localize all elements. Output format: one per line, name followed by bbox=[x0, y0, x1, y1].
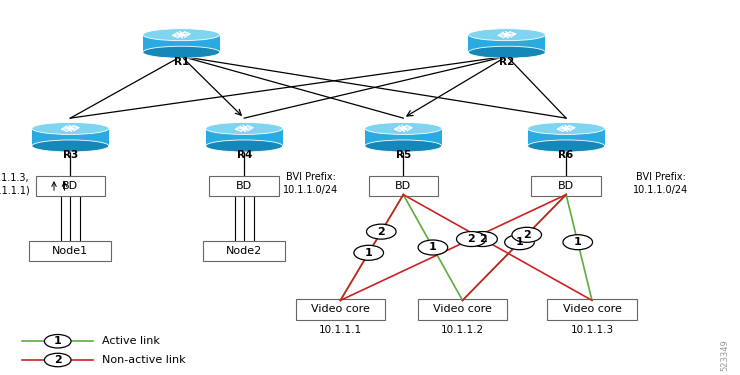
Text: BD: BD bbox=[236, 181, 252, 190]
Text: R4: R4 bbox=[237, 150, 252, 160]
Text: 10.1.1.3: 10.1.1.3 bbox=[571, 325, 613, 335]
FancyBboxPatch shape bbox=[143, 35, 220, 52]
FancyBboxPatch shape bbox=[36, 176, 105, 196]
Circle shape bbox=[44, 334, 71, 348]
Text: Node2: Node2 bbox=[226, 246, 262, 256]
Text: Video core: Video core bbox=[562, 304, 622, 314]
FancyBboxPatch shape bbox=[296, 299, 386, 320]
Text: 2: 2 bbox=[523, 230, 531, 240]
Text: 1: 1 bbox=[516, 237, 523, 247]
Text: Node1: Node1 bbox=[53, 246, 88, 256]
Text: 2: 2 bbox=[377, 226, 385, 237]
Circle shape bbox=[505, 235, 534, 250]
Text: R3: R3 bbox=[63, 150, 78, 160]
Circle shape bbox=[418, 240, 448, 255]
Text: Video core: Video core bbox=[433, 304, 492, 314]
FancyBboxPatch shape bbox=[32, 128, 109, 146]
FancyBboxPatch shape bbox=[203, 241, 286, 261]
FancyBboxPatch shape bbox=[365, 128, 442, 146]
Circle shape bbox=[366, 224, 396, 239]
Text: R1: R1 bbox=[174, 57, 189, 67]
Text: Non-active link: Non-active link bbox=[102, 355, 186, 365]
Circle shape bbox=[354, 245, 383, 260]
Ellipse shape bbox=[206, 122, 283, 135]
Text: BVI Prefix:
10.1.1.0/24: BVI Prefix: 10.1.1.0/24 bbox=[633, 172, 688, 195]
Text: 10.1.1.2: 10.1.1.2 bbox=[441, 325, 484, 335]
Ellipse shape bbox=[468, 29, 545, 41]
Ellipse shape bbox=[528, 140, 605, 152]
Text: 1: 1 bbox=[54, 336, 61, 346]
Text: R6: R6 bbox=[559, 150, 574, 160]
Text: 1: 1 bbox=[365, 248, 372, 258]
FancyBboxPatch shape bbox=[528, 128, 605, 146]
Text: BD: BD bbox=[62, 181, 78, 190]
Text: 523349: 523349 bbox=[720, 339, 729, 371]
FancyBboxPatch shape bbox=[209, 176, 279, 196]
Ellipse shape bbox=[143, 46, 220, 58]
Ellipse shape bbox=[468, 46, 545, 58]
Text: R5: R5 bbox=[396, 150, 411, 160]
Ellipse shape bbox=[365, 140, 442, 152]
Ellipse shape bbox=[143, 29, 220, 41]
Ellipse shape bbox=[32, 122, 109, 135]
Circle shape bbox=[457, 231, 486, 246]
FancyBboxPatch shape bbox=[468, 35, 545, 52]
Text: 10.1.1.1: 10.1.1.1 bbox=[319, 325, 362, 335]
Text: Active link: Active link bbox=[102, 336, 160, 346]
Circle shape bbox=[512, 227, 542, 242]
FancyBboxPatch shape bbox=[30, 241, 111, 261]
Text: (10.1.1.3,
232.1.1.1): (10.1.1.3, 232.1.1.1) bbox=[0, 172, 30, 195]
FancyBboxPatch shape bbox=[206, 128, 283, 146]
Ellipse shape bbox=[206, 140, 283, 152]
Text: R2: R2 bbox=[500, 57, 514, 67]
Ellipse shape bbox=[365, 122, 442, 135]
FancyBboxPatch shape bbox=[417, 299, 508, 320]
FancyBboxPatch shape bbox=[548, 299, 636, 320]
Circle shape bbox=[468, 231, 497, 246]
FancyBboxPatch shape bbox=[369, 176, 438, 196]
Text: 2: 2 bbox=[468, 234, 475, 244]
Text: Video core: Video core bbox=[311, 304, 370, 314]
Circle shape bbox=[44, 353, 71, 367]
Text: 1: 1 bbox=[574, 237, 582, 247]
Text: BD: BD bbox=[395, 181, 411, 190]
Ellipse shape bbox=[528, 122, 605, 135]
Text: 2: 2 bbox=[479, 234, 486, 244]
Text: 1: 1 bbox=[429, 243, 437, 252]
Text: BVI Prefix:
10.1.1.0/24: BVI Prefix: 10.1.1.0/24 bbox=[283, 172, 338, 195]
Text: 2: 2 bbox=[54, 355, 61, 365]
Ellipse shape bbox=[32, 140, 109, 152]
Text: BD: BD bbox=[558, 181, 574, 190]
Circle shape bbox=[563, 235, 593, 250]
FancyBboxPatch shape bbox=[531, 176, 601, 196]
